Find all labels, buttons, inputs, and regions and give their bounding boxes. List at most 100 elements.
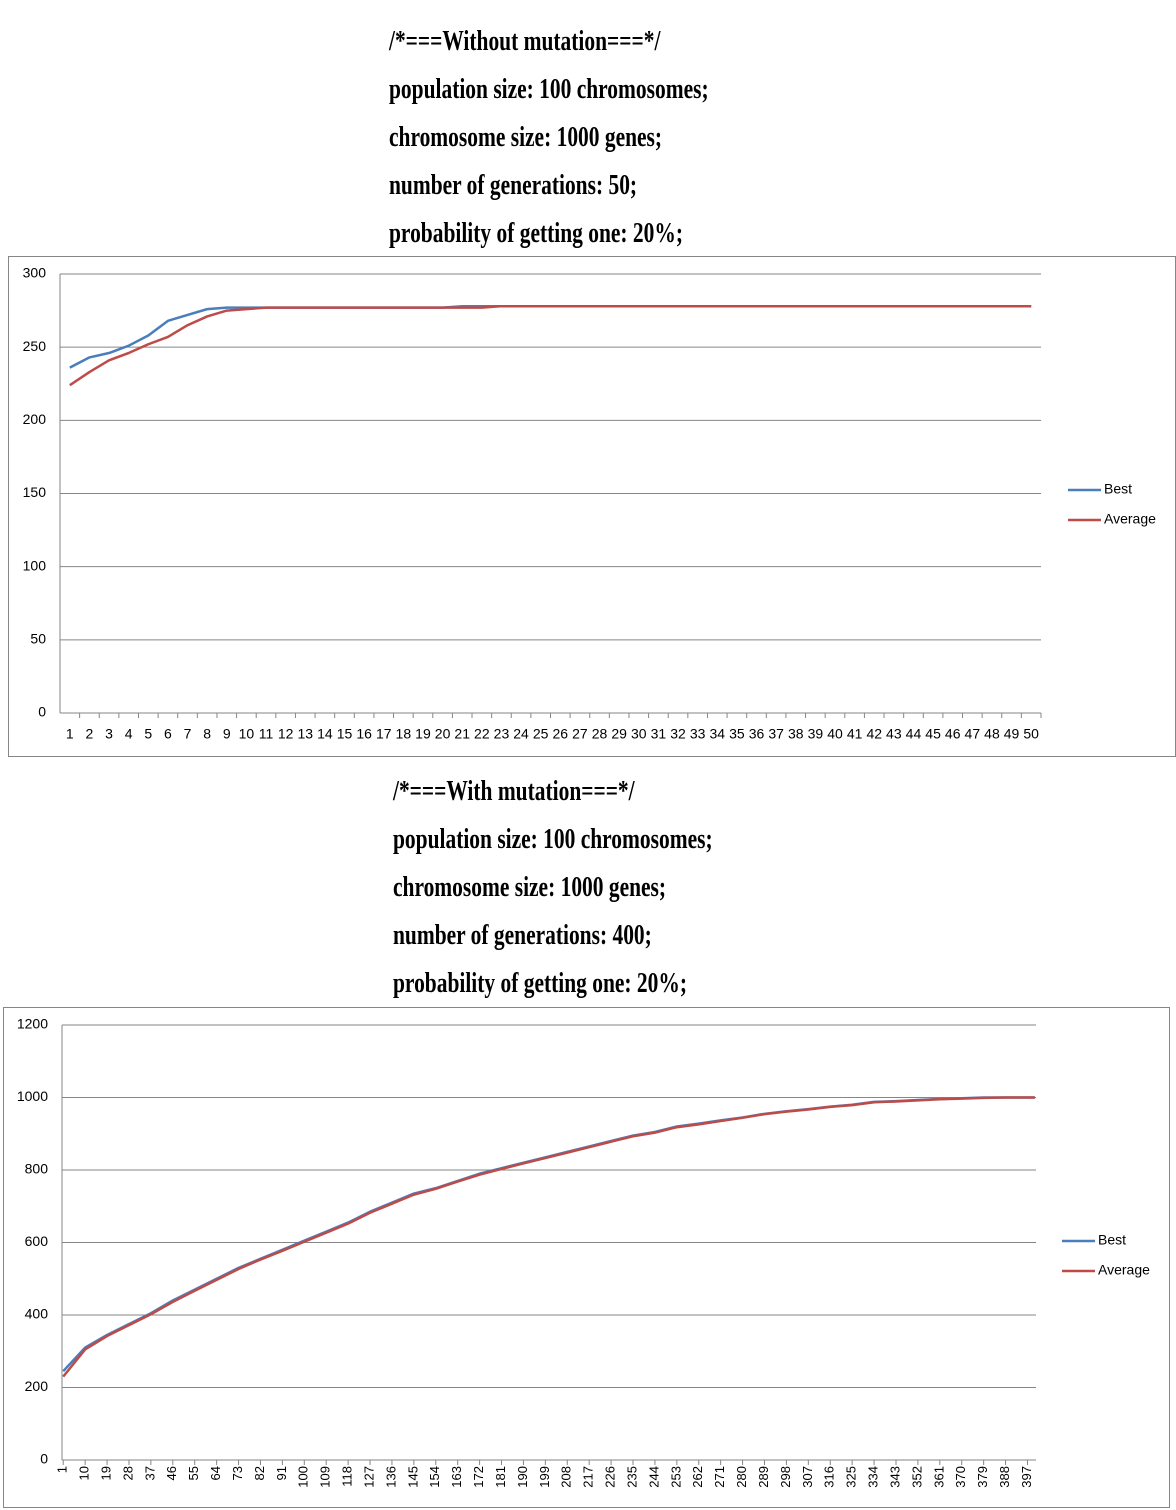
x-tick-label: 397 (1019, 1466, 1034, 1488)
y-tick-label: 50 (30, 631, 46, 647)
x-tick-label: 379 (975, 1466, 990, 1488)
x-tick-label: 36 (749, 726, 765, 742)
x-tick-label: 6 (164, 726, 172, 742)
x-tick-label: 11 (259, 726, 274, 742)
header-line: probability of getting one: 20%; (393, 966, 687, 999)
x-tick-label: 145 (405, 1466, 420, 1488)
x-tick-label: 47 (965, 726, 981, 742)
x-tick-label: 43 (886, 726, 902, 742)
x-tick-label: 217 (581, 1466, 596, 1488)
x-tick-label: 31 (651, 726, 667, 742)
x-tick-label: 37 (142, 1466, 157, 1480)
x-tick-label: 7 (184, 726, 192, 742)
x-tick-label: 154 (427, 1466, 442, 1488)
x-tick-label: 3 (105, 726, 113, 742)
x-tick-label: 1 (55, 1466, 70, 1473)
y-tick-label: 1000 (17, 1088, 48, 1104)
x-tick-label: 172 (471, 1466, 486, 1488)
header-line: population size: 100 chromosomes; (393, 822, 713, 855)
x-tick-label: 26 (553, 726, 569, 742)
x-tick-label: 244 (646, 1466, 661, 1488)
header-line: chromosome size: 1000 genes; (393, 870, 666, 903)
x-tick-label: 136 (383, 1466, 398, 1488)
x-tick-label: 34 (709, 726, 725, 742)
x-tick-label: 253 (668, 1466, 683, 1488)
x-tick-label: 316 (822, 1466, 837, 1488)
x-tick-label: 235 (624, 1466, 639, 1488)
series-line (69, 304, 1032, 387)
x-tick-label: 23 (494, 726, 510, 742)
x-tick-label: 1 (66, 726, 74, 742)
x-tick-label: 91 (274, 1466, 289, 1480)
x-tick-label: 352 (909, 1466, 924, 1488)
x-tick-label: 109 (318, 1466, 333, 1488)
x-tick-label: 2 (86, 726, 94, 742)
x-tick-label: 55 (186, 1466, 201, 1480)
x-tick-label: 73 (230, 1466, 245, 1480)
x-tick-label: 226 (603, 1466, 618, 1488)
header-line: number of generations: 400; (393, 918, 652, 951)
x-tick-label: 33 (690, 726, 706, 742)
x-tick-label: 29 (611, 726, 627, 742)
x-tick-label: 199 (537, 1466, 552, 1488)
x-tick-label: 30 (631, 726, 647, 742)
x-tick-label: 100 (296, 1466, 311, 1488)
x-tick-label: 25 (533, 726, 549, 742)
x-tick-label: 208 (559, 1466, 574, 1488)
x-tick-label: 28 (592, 726, 608, 742)
x-tick-label: 13 (297, 726, 313, 742)
x-tick-label: 12 (278, 726, 294, 742)
x-tick-label: 9 (223, 726, 231, 742)
x-tick-label: 10 (239, 726, 255, 742)
x-tick-label: 50 (1023, 726, 1039, 742)
x-tick-label: 361 (931, 1466, 946, 1488)
y-tick-label: 100 (23, 557, 47, 573)
x-tick-label: 40 (827, 726, 843, 742)
header-line: chromosome size: 1000 genes; (389, 120, 662, 153)
x-tick-label: 46 (945, 726, 961, 742)
y-tick-label: 250 (23, 338, 47, 354)
x-tick-label: 45 (925, 726, 941, 742)
x-tick-label: 24 (513, 726, 529, 742)
x-tick-label: 181 (493, 1466, 508, 1488)
x-tick-label: 370 (953, 1466, 968, 1488)
header-line: number of generations: 50; (389, 168, 637, 201)
legend-label: Average (1104, 511, 1156, 527)
x-tick-label: 21 (454, 726, 470, 742)
legend-label: Best (1098, 1232, 1126, 1248)
x-tick-label: 18 (396, 726, 412, 742)
x-tick-label: 22 (474, 726, 490, 742)
header-line: /*===With mutation===*/ (392, 774, 635, 807)
y-tick-label: 800 (25, 1161, 49, 1177)
x-tick-label: 28 (120, 1466, 135, 1480)
x-tick-label: 289 (756, 1466, 771, 1488)
y-tick-label: 150 (23, 484, 47, 500)
x-tick-label: 38 (788, 726, 804, 742)
x-tick-label: 4 (125, 726, 133, 742)
y-tick-label: 1200 (17, 1016, 48, 1032)
x-tick-label: 307 (800, 1466, 815, 1488)
legend-label: Average (1098, 1262, 1150, 1278)
x-tick-label: 343 (887, 1466, 902, 1488)
x-tick-label: 32 (670, 726, 686, 742)
header-line: probability of getting one: 20%; (389, 216, 683, 249)
y-tick-label: 200 (23, 411, 47, 427)
header-line: population size: 100 chromosomes; (389, 72, 709, 105)
x-tick-label: 127 (361, 1466, 376, 1488)
x-tick-label: 118 (340, 1466, 355, 1487)
x-tick-label: 48 (984, 726, 1000, 742)
y-tick-label: 0 (40, 1451, 48, 1467)
x-tick-label: 163 (449, 1466, 464, 1488)
x-tick-label: 27 (572, 726, 588, 742)
y-tick-label: 400 (25, 1306, 49, 1322)
y-tick-label: 200 (25, 1378, 49, 1394)
x-tick-label: 35 (729, 726, 745, 742)
header-line: /*===Without mutation===*/ (388, 24, 661, 57)
x-tick-label: 14 (317, 726, 333, 742)
x-tick-label: 10 (77, 1466, 92, 1480)
x-tick-label: 325 (844, 1466, 859, 1488)
x-tick-label: 41 (847, 726, 863, 742)
x-tick-label: 190 (515, 1466, 530, 1488)
